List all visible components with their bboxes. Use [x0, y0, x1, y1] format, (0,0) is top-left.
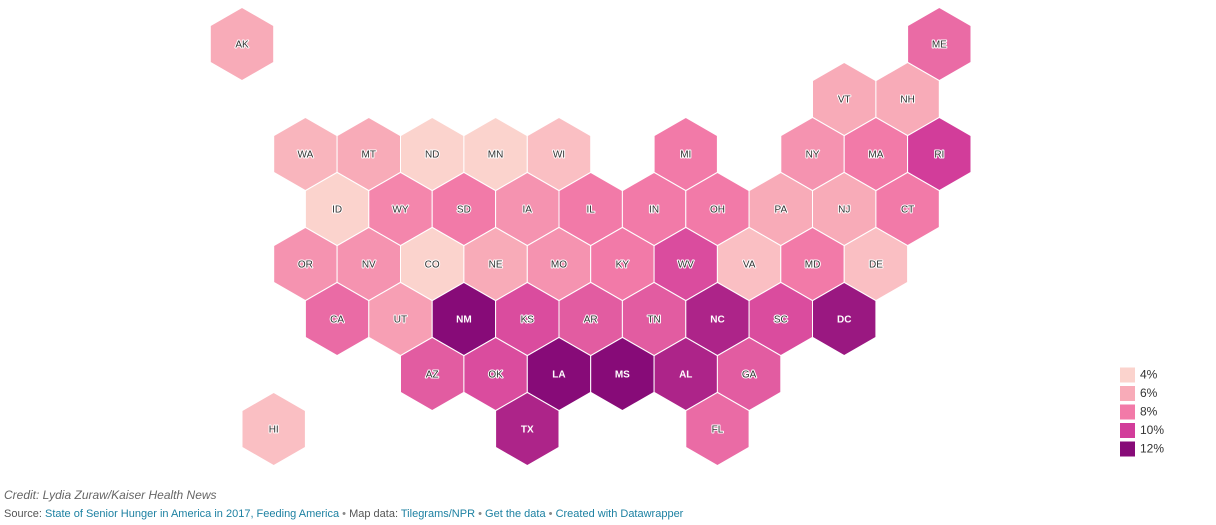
state-label: MT [362, 150, 376, 161]
state-label: PA [775, 205, 788, 216]
state-label: NY [806, 150, 820, 161]
state-label: DC [837, 315, 851, 326]
source-line: Source: State of Senior Hunger in Americ… [4, 508, 683, 520]
state-label: MA [868, 150, 883, 161]
state-label: UT [394, 315, 407, 326]
state-label: MO [551, 260, 567, 271]
source-prefix: Source: [4, 508, 42, 520]
state-label: SD [457, 205, 471, 216]
state-label: MS [615, 370, 630, 381]
state-label: SC [774, 315, 788, 326]
state-label: AK [235, 40, 249, 51]
state-hex [812, 281, 877, 357]
state-label: ME [932, 40, 947, 51]
state-label: ID [332, 205, 342, 216]
state-label: WI [553, 150, 565, 161]
state-label: AR [584, 315, 598, 326]
state-label: KS [521, 315, 535, 326]
state-hex [495, 391, 560, 467]
state-label: WA [298, 150, 314, 161]
footer: Credit: Lydia Zuraw/Kaiser Health News S… [4, 488, 683, 520]
state-label: IL [586, 205, 595, 216]
state-label: IA [523, 205, 533, 216]
hex-map: AK ME VT NH WA MT ND MN WI MI NY MA RI ID WY SD IA IL IN OH… [209, 6, 1164, 467]
state-label: NC [710, 315, 724, 326]
state-label: NE [489, 260, 503, 271]
legend-swatch [1120, 367, 1135, 383]
legend-swatch [1120, 423, 1135, 438]
state-label: HI [269, 425, 279, 436]
legend-swatch [1120, 404, 1135, 420]
state-label: CO [425, 260, 440, 271]
state-hex [685, 391, 750, 467]
legend-swatch [1120, 441, 1135, 457]
state-label: OR [298, 260, 313, 271]
state-label: VA [743, 260, 756, 271]
datawrapper-link[interactable]: Created with Datawrapper [555, 508, 684, 520]
state-label: LA [552, 370, 565, 381]
legend-label: 10% [1140, 423, 1164, 437]
state-label: CA [330, 315, 344, 326]
state-label: WY [392, 205, 408, 216]
data-link[interactable]: Get the data [485, 508, 546, 520]
state-label: AZ [426, 370, 439, 381]
state-label: KY [616, 260, 630, 271]
source-link[interactable]: State of Senior Hunger in America in 201… [44, 508, 340, 520]
state-label: MI [680, 150, 691, 161]
credit: Credit: Lydia Zuraw/Kaiser Health News [4, 488, 217, 502]
state-label: OH [710, 205, 725, 216]
state-label: MD [805, 260, 821, 271]
state-label: NM [456, 315, 472, 326]
legend-label: 4% [1140, 368, 1158, 382]
legend-label: 8% [1140, 405, 1158, 419]
map-link[interactable]: Tilegrams/NPR [400, 508, 476, 520]
legend-label: 6% [1140, 386, 1158, 400]
state-label: DE [869, 260, 883, 271]
state-label: CT [901, 205, 914, 216]
separator: • [548, 508, 553, 520]
state-label: NH [900, 95, 914, 106]
state-label: MN [488, 150, 504, 161]
separator: • [342, 508, 347, 520]
state-label: NJ [838, 205, 850, 216]
state-label: TX [521, 425, 534, 436]
state-label: NV [362, 260, 376, 271]
state-label: IN [649, 205, 659, 216]
state-label: AL [679, 370, 692, 381]
map-prefix: Map data: [349, 508, 399, 520]
state-label: FL [712, 425, 724, 436]
state-hex [209, 6, 275, 82]
state-label: WV [678, 260, 694, 271]
state-label: OK [488, 370, 503, 381]
state-label: VT [838, 95, 851, 106]
state-label: ND [425, 150, 439, 161]
legend-label: 12% [1140, 442, 1164, 456]
legend-swatch [1120, 386, 1135, 401]
state-hex [241, 391, 306, 467]
state-label: RI [934, 150, 944, 161]
state-label: TN [647, 315, 660, 326]
separator: • [478, 508, 482, 520]
state-label: GA [742, 370, 757, 381]
